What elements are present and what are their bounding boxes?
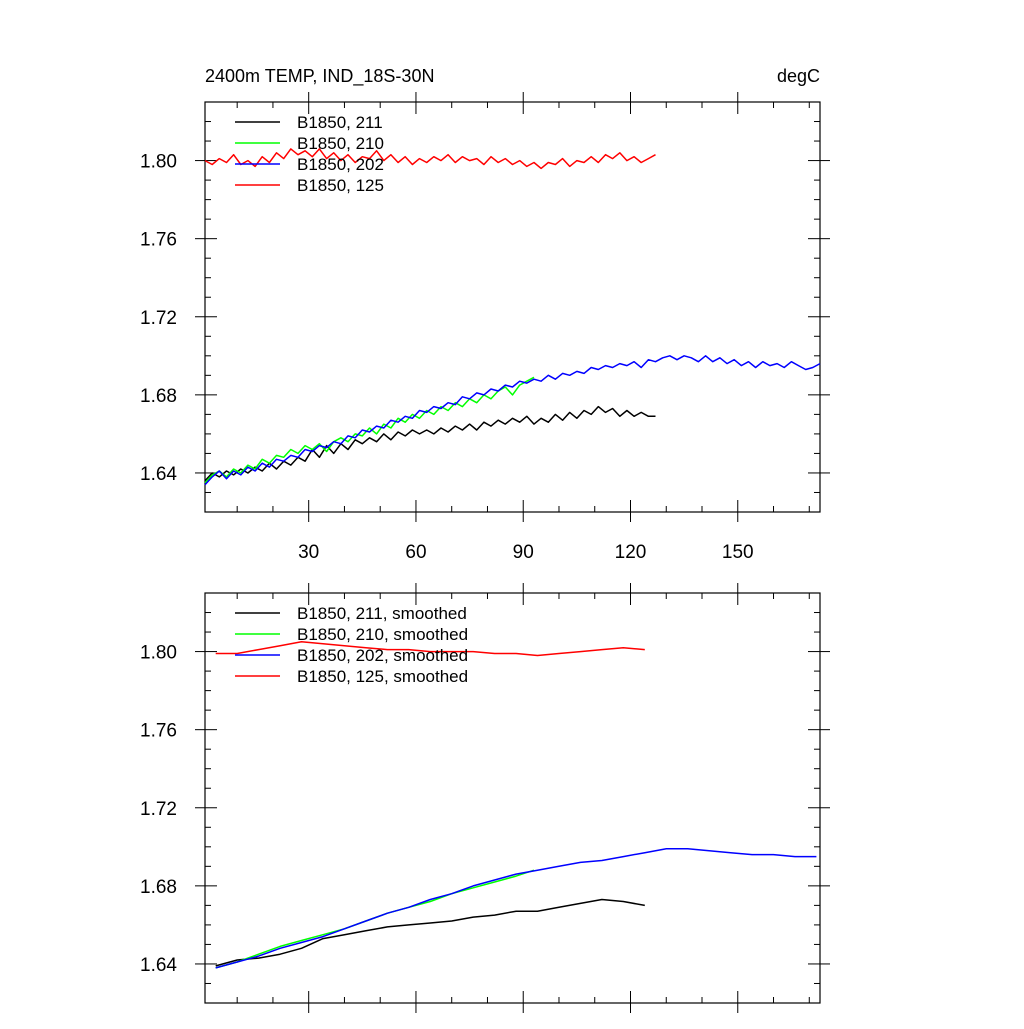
legend-label: B1850, 125, smoothed bbox=[297, 667, 468, 686]
x-tick-label: 120 bbox=[615, 542, 647, 563]
legend-label: B1850, 202 bbox=[297, 155, 384, 174]
y-tick-label: 1.68 bbox=[140, 386, 177, 407]
legend-label: B1850, 211, smoothed bbox=[297, 604, 467, 623]
series-line-1 bbox=[215, 898, 645, 967]
series-line-2 bbox=[215, 869, 535, 969]
legend-label: B1850, 125 bbox=[297, 176, 384, 195]
x-tick-label: 60 bbox=[405, 542, 426, 563]
chart-panel-2: 1.64 1.68 1.72 1.76 1.80 B1850, 211, smoothed… bbox=[140, 583, 830, 1013]
x-tick-label: 150 bbox=[722, 542, 754, 563]
legend-label: B1850, 202, smoothed bbox=[297, 646, 468, 665]
chart-panel-1: 30 60 90 120 150 1.64 1.68 1.72 1.76 1.80 2400m TE… bbox=[140, 66, 830, 563]
x-tick-label: 90 bbox=[513, 542, 534, 563]
series-line-2 bbox=[204, 376, 535, 484]
chart-legend: B1850, 211 B1850, 210 B1850, 202 B1850, 125 bbox=[235, 113, 384, 195]
series-line-3 bbox=[204, 355, 821, 486]
y-tick-label: 1.68 bbox=[140, 877, 177, 898]
y-tick-label: 1.80 bbox=[140, 152, 177, 173]
series-line-4 bbox=[215, 641, 645, 657]
plot-frame bbox=[204, 101, 821, 513]
plot-frame bbox=[204, 592, 821, 1004]
x-tick-label: 30 bbox=[298, 542, 319, 563]
y-tick-label: 1.64 bbox=[140, 955, 177, 976]
series-line-1 bbox=[204, 405, 656, 482]
y-tick-label: 1.80 bbox=[140, 643, 177, 664]
legend-label: B1850, 211 bbox=[297, 113, 383, 132]
legend-label: B1850, 210 bbox=[297, 134, 384, 153]
y-tick-label: 1.64 bbox=[140, 464, 177, 485]
chart-title: 2400m TEMP, IND_18S-30N bbox=[205, 66, 434, 87]
legend-label: B1850, 210, smoothed bbox=[297, 625, 468, 644]
y-tick-label: 1.72 bbox=[140, 799, 177, 820]
y-tick-label: 1.72 bbox=[140, 308, 177, 329]
y-tick-label: 1.76 bbox=[140, 721, 177, 742]
series-line-4 bbox=[204, 148, 656, 170]
chart-units: degC bbox=[777, 66, 820, 86]
series-line-3 bbox=[215, 848, 817, 969]
y-tick-label: 1.76 bbox=[140, 230, 177, 251]
chart-legend: B1850, 211, smoothed B1850, 210, smoothed… bbox=[235, 604, 468, 686]
